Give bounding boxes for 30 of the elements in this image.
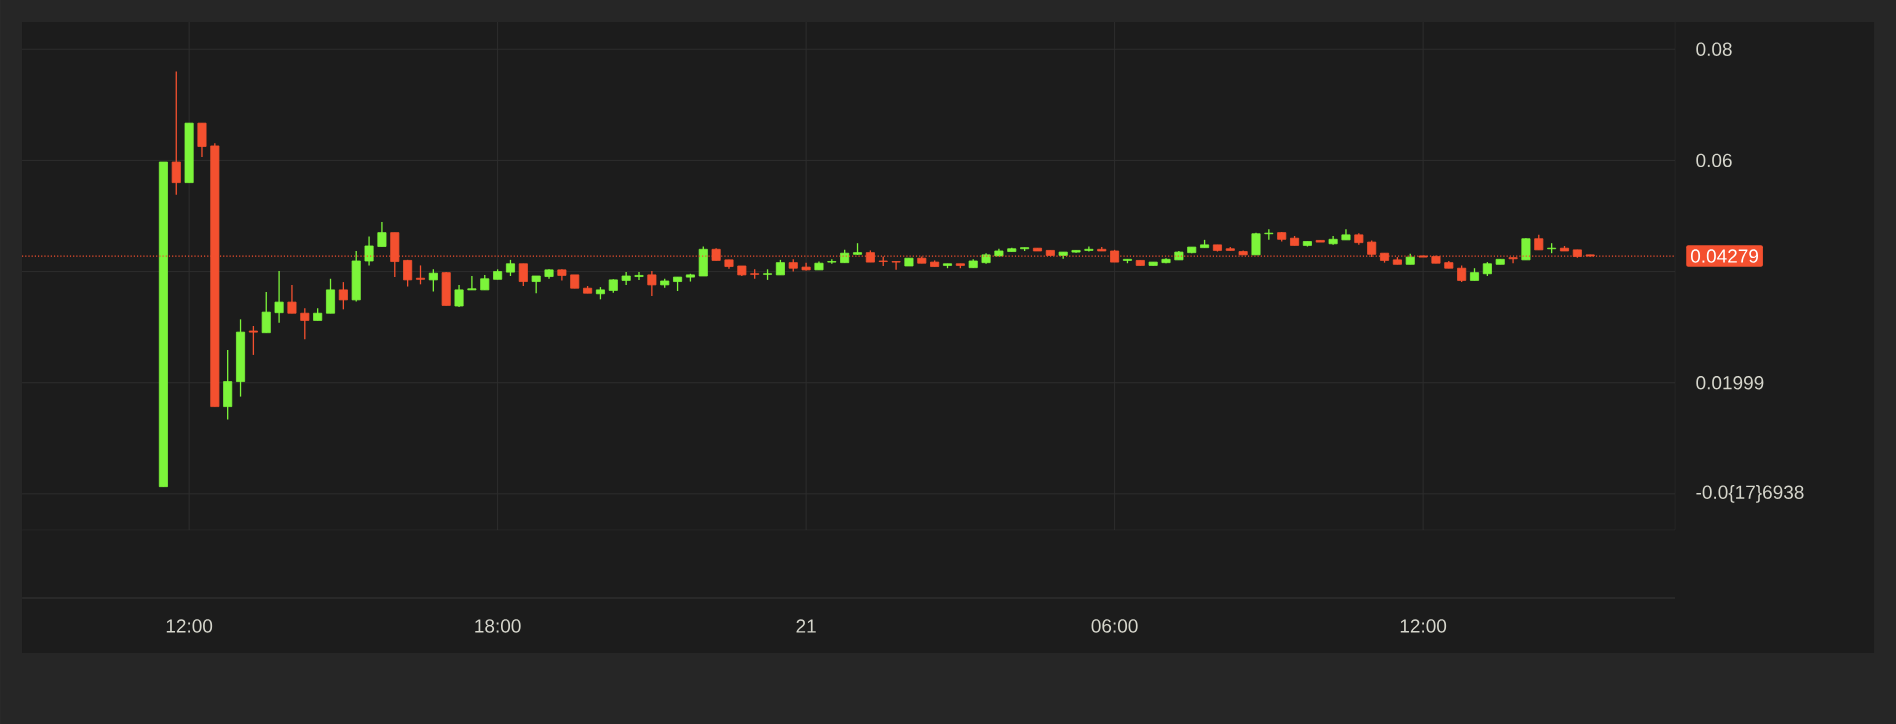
candlestick <box>403 259 413 288</box>
candlestick <box>248 325 258 356</box>
candlestick <box>171 70 181 196</box>
candlestick <box>415 264 425 285</box>
x-tick-label: 21 <box>796 619 816 633</box>
candlestick <box>377 221 387 248</box>
candlestick <box>274 270 284 324</box>
x-tick-label: 06:00 <box>1091 619 1138 633</box>
candlestick <box>261 291 271 334</box>
candlestick <box>300 307 310 340</box>
candlestick <box>647 270 657 297</box>
candlestick <box>338 281 348 310</box>
y-tick-label: 0.06 <box>1696 153 1732 168</box>
candlestick <box>467 275 477 291</box>
y-tick-label: 0.08 <box>1696 42 1732 56</box>
candlestick <box>428 268 438 293</box>
candlestick <box>518 263 528 287</box>
candlestick <box>287 284 297 314</box>
candlestick <box>197 122 207 158</box>
x-tick-label: 12:00 <box>1400 619 1447 633</box>
y-tick-label: -0.0{17}6938 <box>1696 485 1804 503</box>
candlestick <box>364 235 374 267</box>
candlestick <box>634 271 644 281</box>
candlestick <box>1521 237 1531 261</box>
candlestick <box>326 278 336 314</box>
x-tick-label: 12:00 <box>166 619 213 633</box>
candlestick <box>891 260 901 271</box>
ref-line-label: 0.04279 <box>1690 249 1759 263</box>
x-tick-label: 18:00 <box>475 619 521 633</box>
y-tick-label: 0.01999 <box>1696 376 1764 390</box>
